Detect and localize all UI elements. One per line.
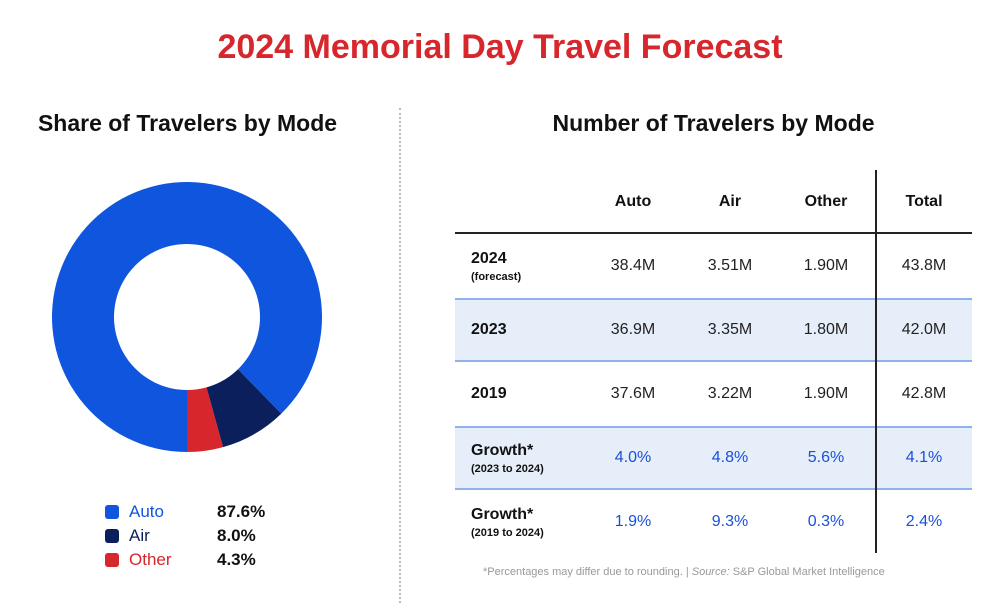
row-label-main: 2024 (471, 249, 507, 267)
table-cell: 0.3% (807, 513, 845, 530)
donut-slice-auto (51, 181, 322, 452)
row-label-main: 2019 (471, 385, 507, 402)
column-header-total: Total (905, 192, 943, 210)
main-title: 2024 Memorial Day Travel Forecast (217, 28, 783, 66)
column-header-other: Other (804, 192, 848, 210)
table-cell: 5.6% (807, 449, 845, 466)
row-label-main: Growth* (471, 441, 534, 459)
legend-label: Air (129, 526, 150, 545)
table-cell: 43.8M (901, 257, 947, 274)
column-header-auto: Auto (614, 192, 652, 210)
table-cell: 36.9M (610, 321, 656, 338)
legend-item-air: Air 8.0% (105, 524, 265, 548)
donut-slice-other (187, 387, 224, 452)
footnote-text: *Percentages may differ due to rounding.… (483, 566, 692, 578)
legend-swatch (105, 553, 119, 567)
table-cell: 37.6M (610, 385, 656, 402)
table-cell: 3.51M (707, 257, 753, 274)
table-cell: 42.8M (901, 385, 947, 402)
table-cell: 42.0M (901, 321, 947, 338)
table-cell: 4.1% (905, 449, 943, 466)
table-cell: 3.22M (707, 385, 753, 402)
table-cell: 3.35M (707, 321, 753, 338)
donut-slice-air (206, 369, 282, 448)
legend-label: Other (129, 550, 172, 569)
row-label: Growth* (2023 to 2024) (471, 428, 544, 488)
legend: Auto 87.6% Air 8.0% Other 4.3% (105, 500, 265, 572)
legend-swatch (105, 529, 119, 543)
table-cell: 1.80M (803, 321, 849, 338)
number-title: Number of Travelers by Mode (552, 110, 875, 136)
table-row: 2024 (forecast) 38.4M 3.51M 1.90M 43.8M (455, 234, 972, 298)
row-label-main: Growth* (471, 505, 534, 523)
table-cell: 1.9% (614, 513, 652, 530)
table-cell: 1.90M (803, 385, 849, 402)
row-label-sub: (2019 to 2024) (471, 526, 544, 539)
row-label: Growth* (2019 to 2024) (471, 490, 544, 554)
table-row: Growth* (2023 to 2024) 4.0% 4.8% 5.6% 4.1% (455, 426, 972, 490)
table-row: Growth* (2019 to 2024) 1.9% 9.3% 0.3% 2.4% (455, 490, 972, 554)
row-label-sub: (2023 to 2024) (471, 462, 544, 475)
row-label: 2024 (forecast) (471, 234, 521, 298)
legend-label: Auto (129, 502, 164, 521)
table-cell: 1.90M (803, 257, 849, 274)
legend-item-auto: Auto 87.6% (105, 500, 265, 524)
legend-item-other: Other 4.3% (105, 548, 265, 572)
legend-swatch (105, 505, 119, 519)
total-column-rule (875, 170, 877, 553)
table-row: 2023 36.9M 3.35M 1.80M 42.0M (455, 298, 972, 362)
donut-chart (51, 181, 322, 452)
share-title: Share of Travelers by Mode (37, 110, 338, 136)
column-header-air: Air (718, 192, 742, 210)
legend-value: 8.0% (217, 526, 256, 545)
row-label-main: 2023 (471, 321, 507, 338)
row-label: 2019 (471, 362, 507, 426)
table-cell: 4.0% (614, 449, 652, 466)
divider (399, 108, 401, 603)
header-rule (455, 232, 972, 234)
table-cell: 2.4% (905, 513, 943, 530)
legend-value: 4.3% (217, 550, 256, 569)
source-text: S&P Global Market Intelligence (729, 566, 885, 578)
table-row: 2019 37.6M 3.22M 1.90M 42.8M (455, 362, 972, 426)
table-cell: 38.4M (610, 257, 656, 274)
row-label-sub: (forecast) (471, 270, 522, 283)
row-label: 2023 (471, 300, 507, 360)
footnote: *Percentages may differ due to rounding.… (483, 566, 885, 578)
table-cell: 4.8% (711, 449, 749, 466)
legend-value: 87.6% (217, 502, 266, 521)
table-cell: 9.3% (711, 513, 749, 530)
source-label: Source: (691, 566, 730, 578)
